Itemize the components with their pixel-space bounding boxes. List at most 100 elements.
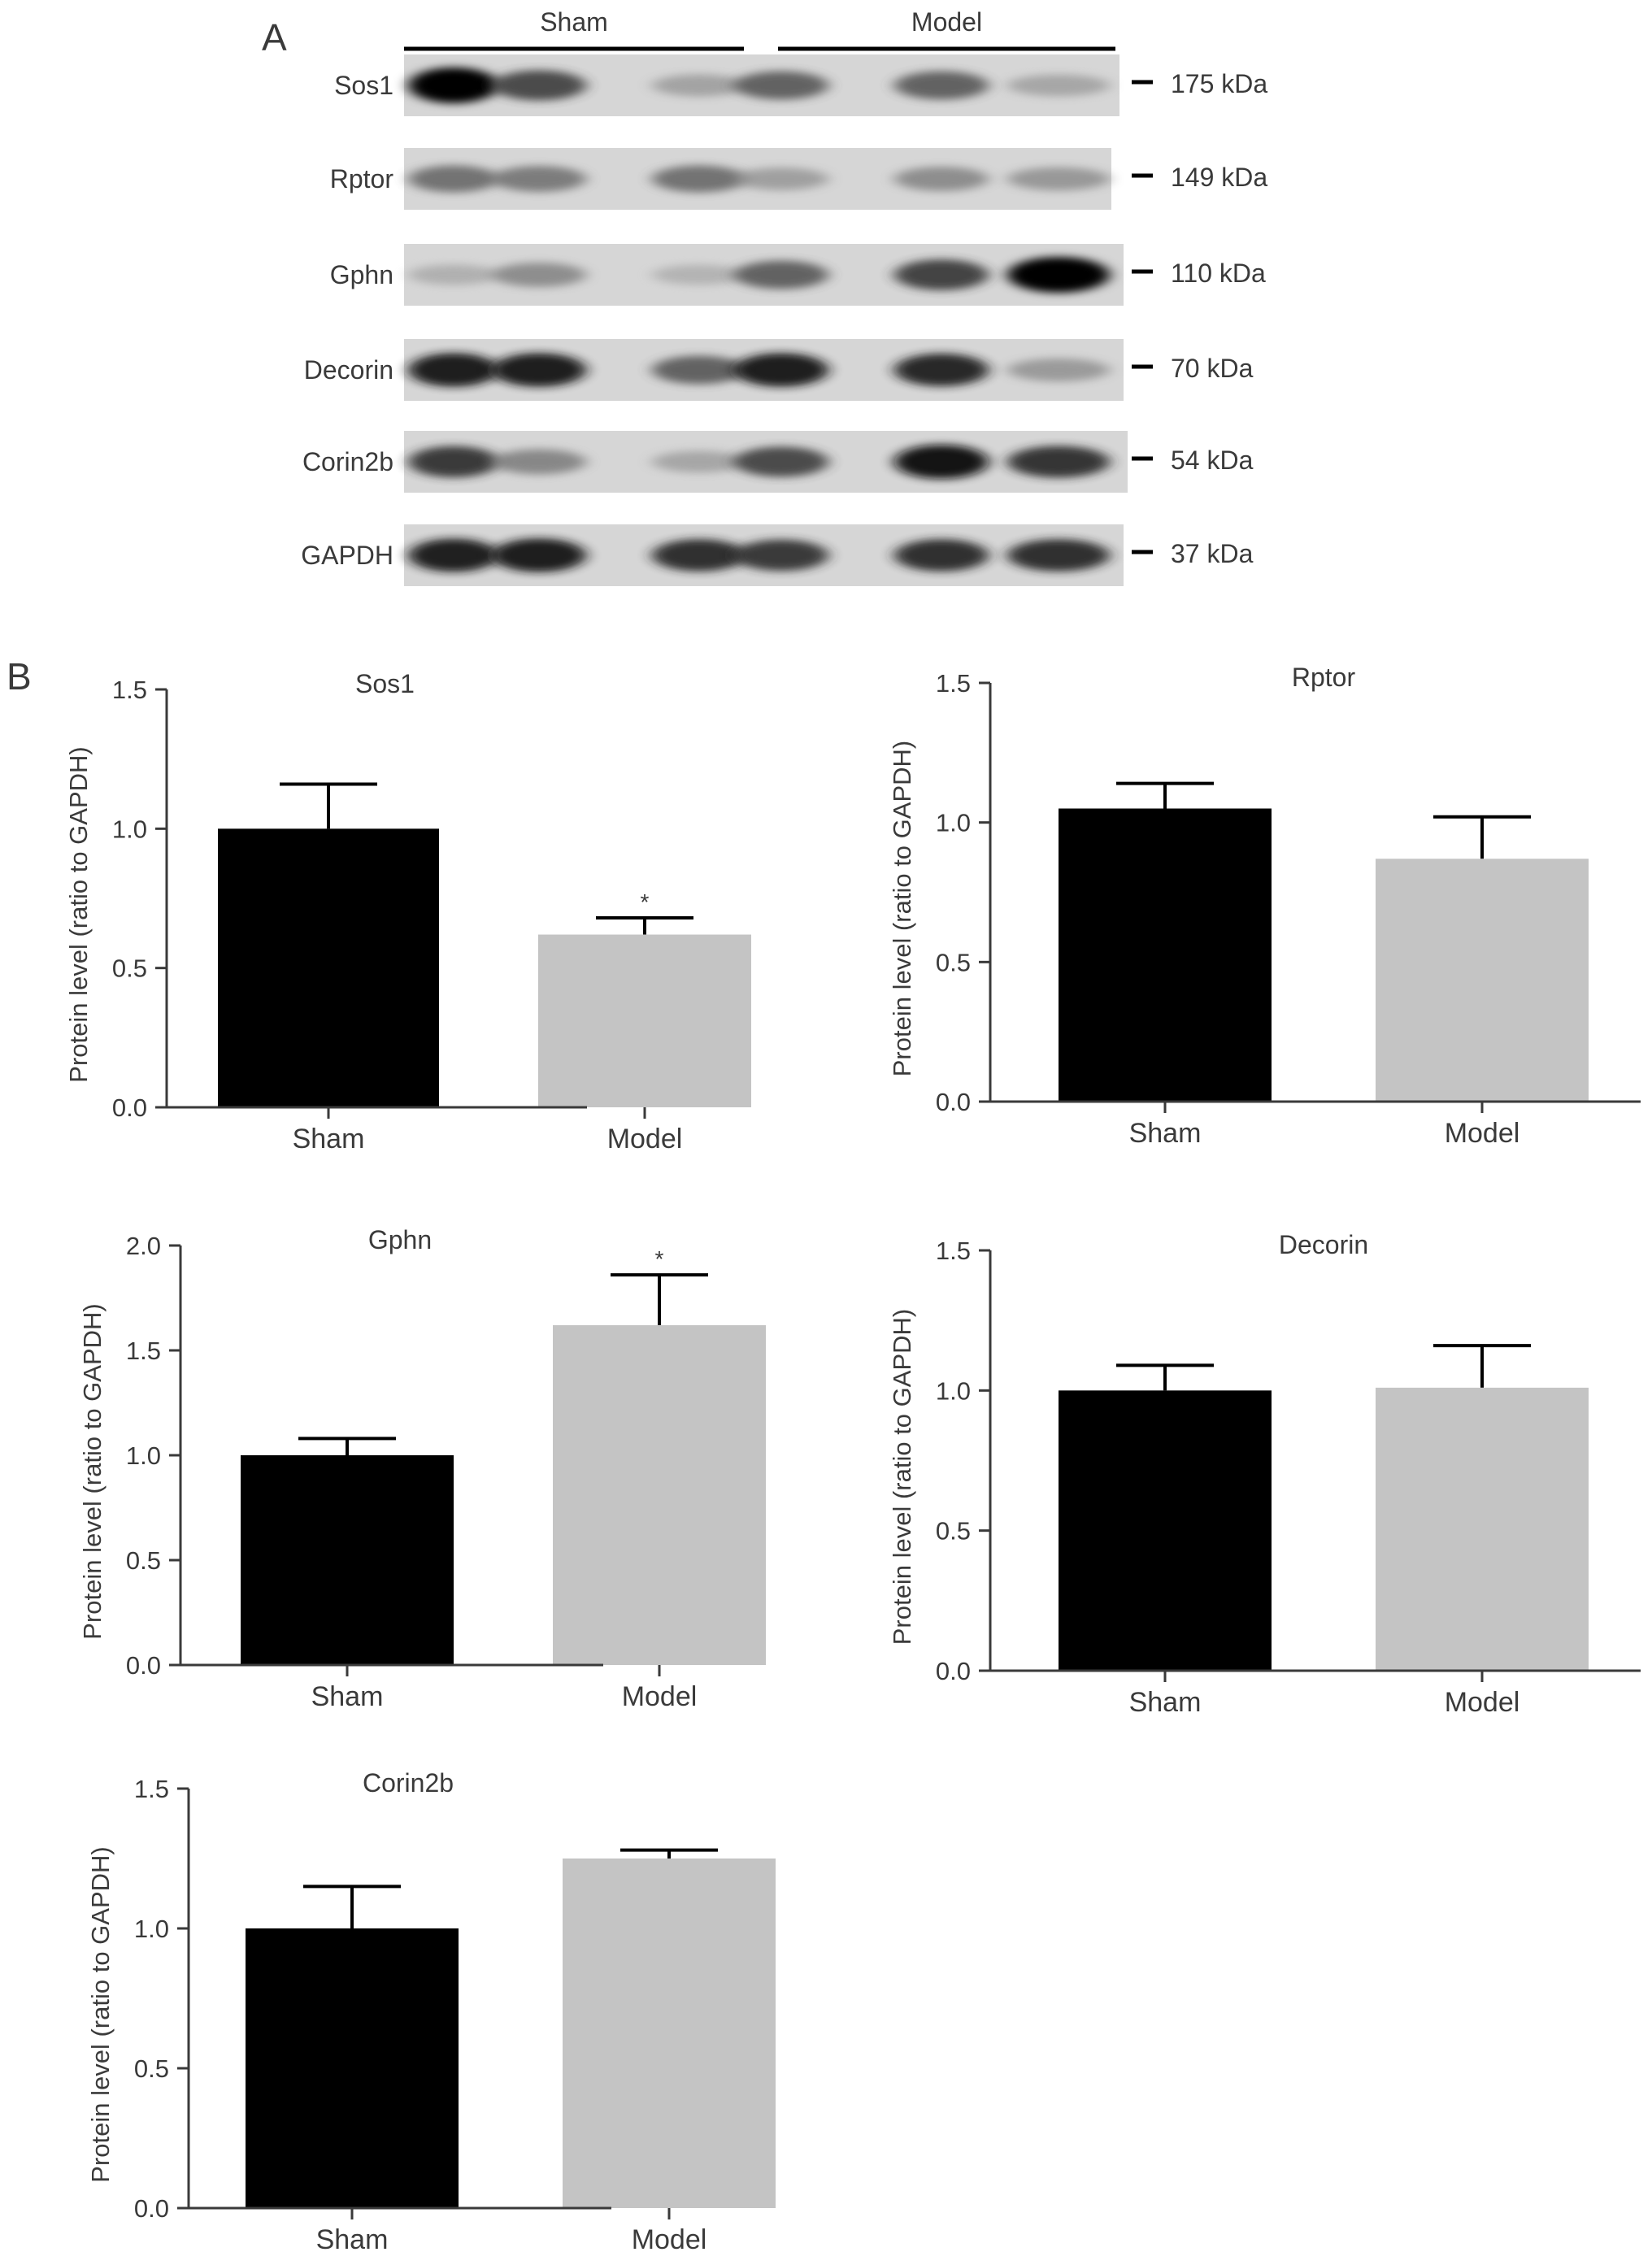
blot-band: [1007, 167, 1110, 191]
kda-label: 149 kDa: [1171, 163, 1267, 192]
blot-band: [1007, 74, 1110, 97]
blot-band: [408, 353, 499, 387]
y-axis-label: Protein level (ratio to GAPDH): [888, 741, 916, 1076]
kda-label: 110 kDa: [1171, 259, 1266, 288]
y-tick-label: 1.5: [936, 669, 971, 698]
x-tick-label: Model: [1445, 1687, 1520, 1718]
y-axis-label: Protein level (ratio to GAPDH): [78, 1303, 107, 1639]
panel-a-label: A: [262, 16, 287, 59]
blot-band: [734, 539, 828, 572]
bar-model: [1376, 859, 1589, 1102]
y-tick-label: 2.0: [126, 1232, 161, 1260]
blot-band: [652, 450, 746, 473]
blot-band: [1007, 257, 1110, 293]
kda-label: 37 kDa: [1171, 539, 1254, 568]
bar-sham: [1059, 1390, 1272, 1671]
blot-band: [894, 539, 989, 572]
blot-band: [894, 444, 989, 480]
significance-marker: *: [641, 889, 650, 915]
bar-sham: [241, 1455, 454, 1665]
blot-band: [652, 74, 746, 97]
x-tick-label: Model: [632, 2224, 707, 2255]
blot-band: [1007, 358, 1110, 382]
blot-label-gphn: Gphn: [330, 260, 393, 289]
y-tick-label: 1.5: [936, 1237, 971, 1265]
y-axis-label: Protein level (ratio to GAPDH): [64, 746, 93, 1082]
blot-band: [734, 167, 828, 190]
chart-title: Decorin: [1279, 1230, 1368, 1259]
blot-band: [734, 446, 828, 477]
blot-row-gphn: [404, 244, 1124, 306]
y-tick-label: 0.0: [134, 2194, 169, 2223]
x-tick-label: Model: [607, 1124, 683, 1154]
y-tick-label: 1.0: [126, 1441, 161, 1470]
bar-chart-rptor: Rptor Sham Model 0.0 0.5 1.0 1.5 Protein level …: [888, 663, 1641, 1149]
significance-marker: *: [655, 1246, 664, 1272]
y-tick-label: 0.5: [112, 954, 147, 983]
blot-label-sos1: Sos1: [334, 71, 393, 100]
y-tick-label: 1.5: [126, 1337, 161, 1365]
chart-title: Corin2b: [363, 1768, 454, 1798]
y-tick-label: 0.0: [936, 1657, 971, 1685]
blot-band: [894, 166, 989, 192]
blot-label-decorin: Decorin: [304, 355, 393, 385]
blot-band: [894, 259, 989, 290]
y-tick-label: 0.0: [936, 1088, 971, 1116]
bar-chart-decorin: Decorin Sham Model 0.0 0.5 1.0 1.5 Protein leve…: [888, 1230, 1641, 1718]
y-tick-label: 0.0: [126, 1651, 161, 1680]
blot-band: [894, 353, 989, 387]
y-tick-label: 0.5: [134, 2054, 169, 2083]
y-tick-label: 1.5: [134, 1775, 169, 1803]
y-axis-label: Protein level (ratio to GAPDH): [888, 1309, 916, 1645]
blot-band: [894, 71, 989, 100]
x-tick-label: Sham: [316, 2224, 389, 2255]
blot-band: [492, 70, 586, 101]
y-tick-label: 1.0: [936, 1376, 971, 1405]
blot-band: [408, 67, 499, 103]
x-tick-label: Model: [622, 1681, 698, 1712]
bar-sham: [218, 828, 439, 1107]
bar-model: [1376, 1387, 1589, 1671]
kda-label: 54 kDa: [1171, 446, 1254, 475]
y-tick-label: 1.0: [112, 815, 147, 843]
chart-title: Rptor: [1292, 663, 1356, 692]
blot-row-rptor: [404, 148, 1111, 210]
group-label-sham: Sham: [540, 7, 608, 37]
blot-band: [492, 538, 586, 572]
blot-row-corin2b: [404, 431, 1128, 493]
x-tick-label: Sham: [1129, 1687, 1202, 1718]
x-tick-label: Sham: [1129, 1118, 1202, 1149]
y-axis-label: Protein level (ratio to GAPDH): [86, 1846, 115, 2182]
blot-band: [652, 165, 746, 193]
x-tick-label: Sham: [311, 1681, 384, 1712]
y-tick-label: 0.0: [112, 1093, 147, 1122]
blot-band: [734, 353, 828, 387]
blot-label-gapdh: GAPDH: [301, 541, 393, 570]
blot-band: [408, 264, 499, 285]
chart-title: Sos1: [355, 669, 415, 698]
blot-band: [652, 264, 746, 285]
blot-band: [734, 260, 828, 289]
y-tick-label: 0.5: [936, 948, 971, 976]
group-label-model: Model: [911, 7, 982, 37]
blot-band: [408, 538, 499, 572]
blot-band: [492, 262, 586, 288]
bar-sham: [1059, 808, 1272, 1102]
blot-band: [408, 446, 499, 478]
kda-label: 175 kDa: [1171, 69, 1267, 98]
y-tick-label: 0.5: [126, 1546, 161, 1575]
bar-chart-sos1: Sos1 Sham * Model 0.0 0.5 1.0 1.5 Protein level …: [64, 669, 751, 1154]
bar-sham: [246, 1928, 459, 2208]
y-tick-label: 1.5: [112, 676, 147, 704]
bar-chart-gphn: Gphn Sham * Model 0.0 0.5 1.0 1.5 2.0 Protein lev…: [78, 1225, 766, 1712]
blot-row-sos1: [404, 54, 1119, 116]
x-tick-label: Model: [1445, 1118, 1520, 1149]
x-tick-label: Sham: [293, 1124, 365, 1154]
blot-band: [652, 355, 746, 385]
blot-row-gapdh: [404, 524, 1124, 586]
kda-label: 70 kDa: [1171, 354, 1254, 383]
blot-label-rptor: Rptor: [330, 164, 394, 193]
blot-band: [1007, 446, 1110, 478]
blot-band: [1007, 539, 1110, 572]
